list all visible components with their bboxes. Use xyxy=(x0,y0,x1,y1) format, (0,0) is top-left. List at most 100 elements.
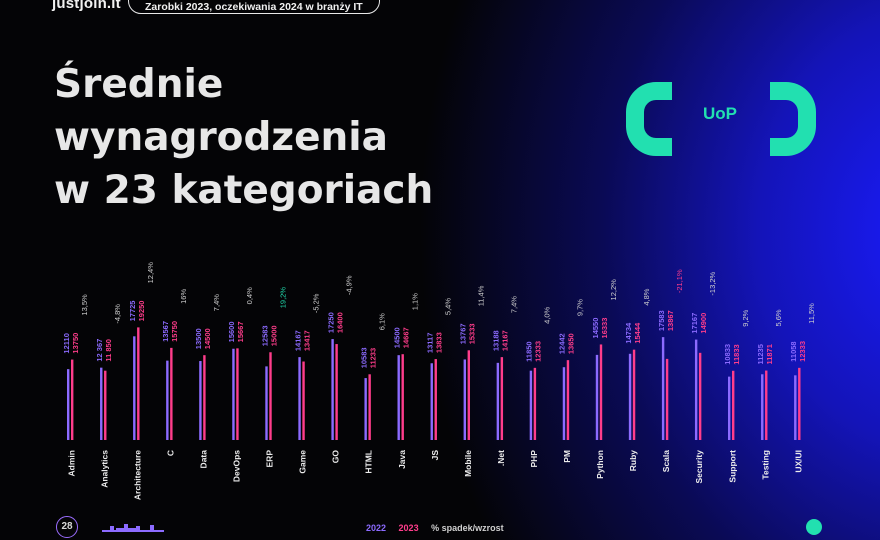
change-label: 19,2% xyxy=(278,287,287,309)
change-label: 5,6% xyxy=(774,309,783,326)
value-label-2022: 17725 xyxy=(128,301,137,322)
change-label: 13,5% xyxy=(80,294,89,316)
bar-2023 xyxy=(698,352,702,440)
change-label: 16% xyxy=(179,289,188,304)
bar-2023 xyxy=(798,367,801,440)
category-label: C xyxy=(165,450,175,456)
value-label-2023: 14900 xyxy=(699,313,708,334)
page-title: Średnie wynagrodzenia w 23 kategoriach xyxy=(54,58,574,217)
bar-2022 xyxy=(265,366,268,440)
change-label: 4,8% xyxy=(642,288,651,305)
change-label: -4,8% xyxy=(113,304,122,324)
value-label-2023: 11233 xyxy=(368,348,377,368)
category-label: GO xyxy=(331,450,341,464)
change-label: -5,2% xyxy=(311,293,320,313)
bar-2023 xyxy=(401,354,404,440)
pixel-graph-icon xyxy=(102,524,164,532)
legend-change: % spadek/wzrost xyxy=(431,523,504,533)
top-bar: justjoin.it Zarobki 2023, oczekiwania 20… xyxy=(0,0,880,18)
value-label-2023: 15667 xyxy=(236,321,245,342)
category-label: ERP xyxy=(265,450,275,468)
change-label: 0,4% xyxy=(245,287,254,304)
category-label: Support xyxy=(727,450,737,483)
title-line-3: w 23 kategoriach xyxy=(54,168,434,213)
value-label-2023: 13750 xyxy=(71,333,80,354)
category-label: Mobile xyxy=(463,450,473,477)
category-label: Java xyxy=(397,450,407,469)
title-line-1: Średnie xyxy=(54,62,224,107)
value-label-2022: 14734 xyxy=(624,322,633,344)
category-label: Architecture xyxy=(132,450,142,500)
value-label-2023: 11 850 xyxy=(104,339,113,362)
bar-2023 xyxy=(71,359,74,440)
value-label-2022: 11850 xyxy=(525,341,534,361)
change-label: 11,5% xyxy=(807,303,816,324)
legend-2022: 2022 xyxy=(366,523,387,533)
change-label: 9,7% xyxy=(576,299,585,316)
value-label-2022: 12583 xyxy=(260,325,269,346)
value-label-2022: 12110 xyxy=(62,333,71,353)
bar-2023 xyxy=(170,347,173,440)
category-label: Security xyxy=(694,450,704,484)
bar-2022 xyxy=(562,367,566,440)
value-label-2023: 16333 xyxy=(600,318,609,339)
value-label-2023: 14167 xyxy=(501,330,510,351)
bar-2023 xyxy=(302,361,305,440)
bar-2023 xyxy=(467,350,470,440)
bar-2022 xyxy=(794,375,797,440)
value-label-2023: 13417 xyxy=(302,330,311,351)
bar-2023 xyxy=(599,344,603,440)
category-label: Testing xyxy=(760,450,770,480)
bar-2022 xyxy=(298,357,301,440)
category-label: DevOps xyxy=(232,450,242,482)
category-label: Ruby xyxy=(628,450,638,472)
value-label-2023: 11871 xyxy=(765,344,774,364)
bar-2022 xyxy=(364,378,367,440)
uop-logo-label: UoP xyxy=(703,104,737,123)
change-label: 12,4% xyxy=(146,262,155,284)
bar-2022 xyxy=(628,353,632,440)
value-label-2022: 13767 xyxy=(459,323,468,344)
value-label-2023: 12333 xyxy=(534,341,543,362)
value-label-2022: 17250 xyxy=(326,312,335,333)
change-label: 5,4% xyxy=(444,298,453,315)
value-label-2023: 15000 xyxy=(269,325,278,346)
category-label: Data xyxy=(198,450,208,469)
change-label: -4,9% xyxy=(344,275,353,295)
value-label-2023: 15333 xyxy=(468,323,477,344)
value-label-2022: 17583 xyxy=(657,310,666,331)
bar-2022 xyxy=(397,355,400,440)
category-label: PM xyxy=(562,450,572,463)
value-label-2022: 13567 xyxy=(161,321,170,342)
title-line-2: wynagrodzenia xyxy=(54,115,388,160)
category-label: Analytics xyxy=(99,450,109,488)
bar-2023 xyxy=(236,348,239,440)
uop-logo-icon xyxy=(626,82,816,156)
bar-2023 xyxy=(665,358,669,440)
category-label: HTML xyxy=(364,450,374,474)
value-label-2023: 12333 xyxy=(798,341,807,362)
category-label: Game xyxy=(298,450,308,474)
bar-2023 xyxy=(203,355,206,440)
value-label-2022: 13188 xyxy=(492,330,501,351)
change-label: -21,1% xyxy=(675,269,684,293)
change-label: 6,1% xyxy=(377,313,386,330)
value-label-2023: 15444 xyxy=(633,322,642,344)
change-label: 12,2% xyxy=(609,279,618,301)
change-label: 7,4% xyxy=(510,296,519,313)
value-label-2022: 17167 xyxy=(690,313,699,334)
bar-2022 xyxy=(496,362,500,440)
category-label: Python xyxy=(595,450,605,479)
bar-2023 xyxy=(137,327,140,440)
category-label: JS xyxy=(430,450,440,461)
change-label: 11,4% xyxy=(477,285,486,306)
value-label-2022: 13117 xyxy=(426,333,435,353)
bar-2022 xyxy=(199,361,202,440)
change-label: 9,2% xyxy=(741,309,750,326)
bar-2023 xyxy=(765,370,768,440)
bar-2022 xyxy=(595,354,599,440)
chart-legend: 2022 2023 % spadek/wzrost xyxy=(366,523,504,533)
bar-2023 xyxy=(104,370,107,440)
value-label-2022: 14500 xyxy=(392,327,401,348)
value-label-2023: 13833 xyxy=(435,332,444,353)
